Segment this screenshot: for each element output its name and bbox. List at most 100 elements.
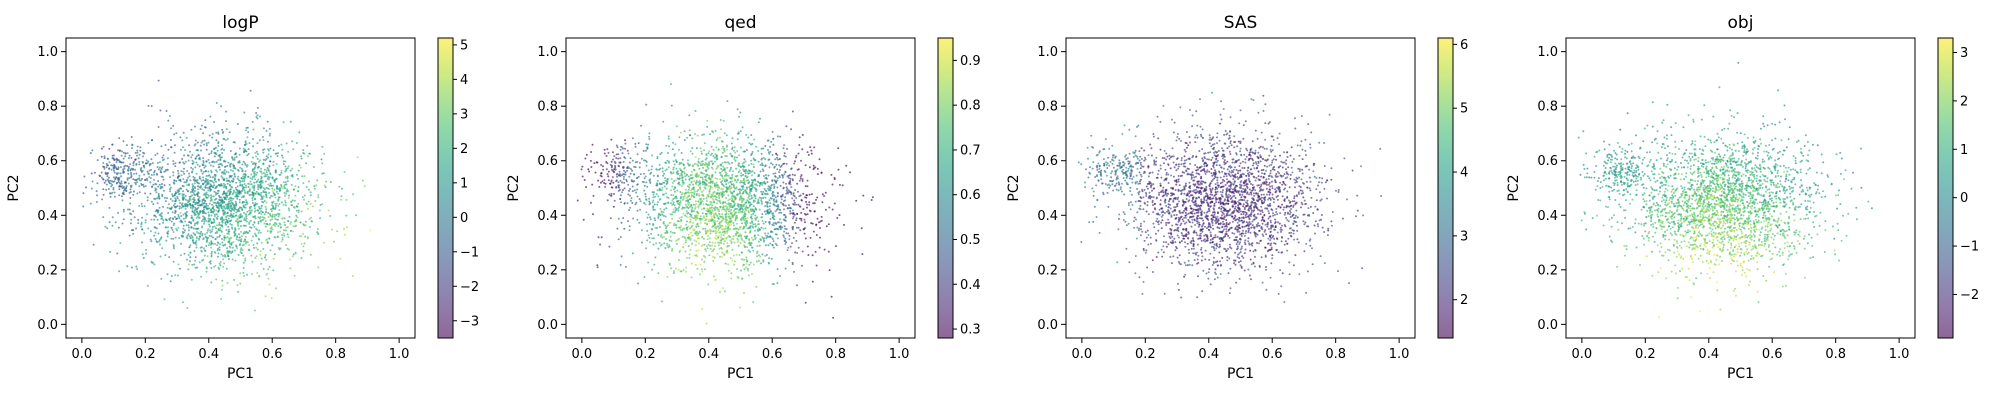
scatter-point <box>162 219 165 222</box>
scatter-point <box>197 154 200 157</box>
scatter-point <box>754 197 757 200</box>
scatter-point <box>102 178 105 181</box>
scatter-point <box>132 167 135 170</box>
scatter-point <box>276 155 279 157</box>
scatter-point <box>278 144 280 147</box>
scatter-point <box>665 207 668 210</box>
scatter-point <box>258 193 261 196</box>
scatter-point <box>810 222 813 225</box>
scatter-point <box>281 234 283 237</box>
scatter-point <box>221 152 224 154</box>
scatter-point <box>249 219 252 222</box>
scatter-point <box>584 157 587 160</box>
scatter-point <box>109 182 112 185</box>
scatter-point <box>774 228 777 231</box>
scatter-point <box>198 235 201 238</box>
scatter-point <box>827 250 830 253</box>
scatter-point <box>260 204 263 207</box>
scatter-point <box>699 219 702 222</box>
scatter-point <box>585 186 587 189</box>
scatter-point <box>741 222 743 225</box>
scatter-point <box>790 128 793 131</box>
scatter-point <box>297 169 300 172</box>
scatter-point <box>739 174 742 177</box>
scatter-point <box>174 144 176 147</box>
scatter-point <box>311 205 314 208</box>
scatter-point <box>126 177 129 180</box>
scatter-point <box>221 144 223 147</box>
scatter-point <box>656 157 659 160</box>
scatter-point <box>771 238 774 240</box>
scatter-point <box>242 147 245 150</box>
scatter-point <box>120 175 123 178</box>
scatter-point <box>261 216 264 219</box>
scatter-point <box>801 134 804 136</box>
scatter-point <box>223 198 226 200</box>
scatter-point <box>688 129 691 132</box>
scatter-point <box>253 225 256 228</box>
scatter-point <box>628 229 631 232</box>
scatter-point <box>683 170 686 173</box>
scatter-point <box>815 234 818 236</box>
scatter-point <box>195 243 198 246</box>
scatter-point <box>206 231 208 234</box>
scatter-point <box>768 205 771 208</box>
scatter-point <box>760 216 763 219</box>
scatter-point <box>628 167 631 170</box>
scatter-point <box>663 172 665 175</box>
scatter-point <box>738 254 741 257</box>
scatter-point <box>660 212 663 215</box>
scatter-point <box>176 229 179 232</box>
scatter-point <box>329 215 332 217</box>
scatter-point <box>267 176 270 178</box>
scatter-point <box>223 236 226 239</box>
scatter-point <box>202 161 205 164</box>
scatter-point <box>783 200 785 202</box>
scatter-point <box>757 220 760 223</box>
scatter-point <box>172 231 175 233</box>
scatter-point <box>274 217 277 220</box>
scatter-point <box>212 201 215 204</box>
scatter-point <box>150 174 153 176</box>
scatter-point <box>666 180 669 183</box>
scatter-point <box>174 274 177 277</box>
scatter-point <box>197 191 200 194</box>
scatter-point <box>269 160 272 163</box>
scatter-point <box>649 202 651 205</box>
scatter-point <box>698 230 701 233</box>
scatter-point <box>763 180 766 183</box>
scatter-point <box>198 177 201 180</box>
scatter-point <box>138 179 141 182</box>
scatter-point <box>204 177 207 180</box>
scatter-point <box>736 150 739 152</box>
scatter-point <box>760 262 762 265</box>
scatter-point <box>121 185 123 187</box>
scatter-point <box>343 233 346 236</box>
scatter-point <box>103 181 106 184</box>
scatter-point <box>760 162 763 165</box>
scatter-point <box>269 196 272 199</box>
scatter-point <box>784 242 787 245</box>
scatter-point <box>671 185 674 188</box>
scatter-point <box>134 151 137 154</box>
scatter-point <box>744 172 747 175</box>
scatter-point <box>126 165 129 167</box>
scatter-point <box>736 132 739 135</box>
scatter-point <box>661 170 664 173</box>
scatter-point <box>262 267 265 270</box>
scatter-point <box>237 254 240 256</box>
scatter-point <box>605 168 608 171</box>
scatter-point <box>248 244 251 246</box>
scatter-point <box>275 202 278 205</box>
scatter-point <box>115 161 118 163</box>
scatter-point <box>140 241 143 244</box>
scatter-point <box>192 175 195 178</box>
scatter-point <box>225 110 228 113</box>
scatter-point <box>711 197 714 200</box>
scatter-point <box>115 176 118 179</box>
scatter-point <box>281 236 284 239</box>
scatter-point <box>114 221 117 224</box>
scatter-point <box>630 180 633 183</box>
scatter-point <box>179 136 182 139</box>
scatter-point <box>652 196 655 199</box>
